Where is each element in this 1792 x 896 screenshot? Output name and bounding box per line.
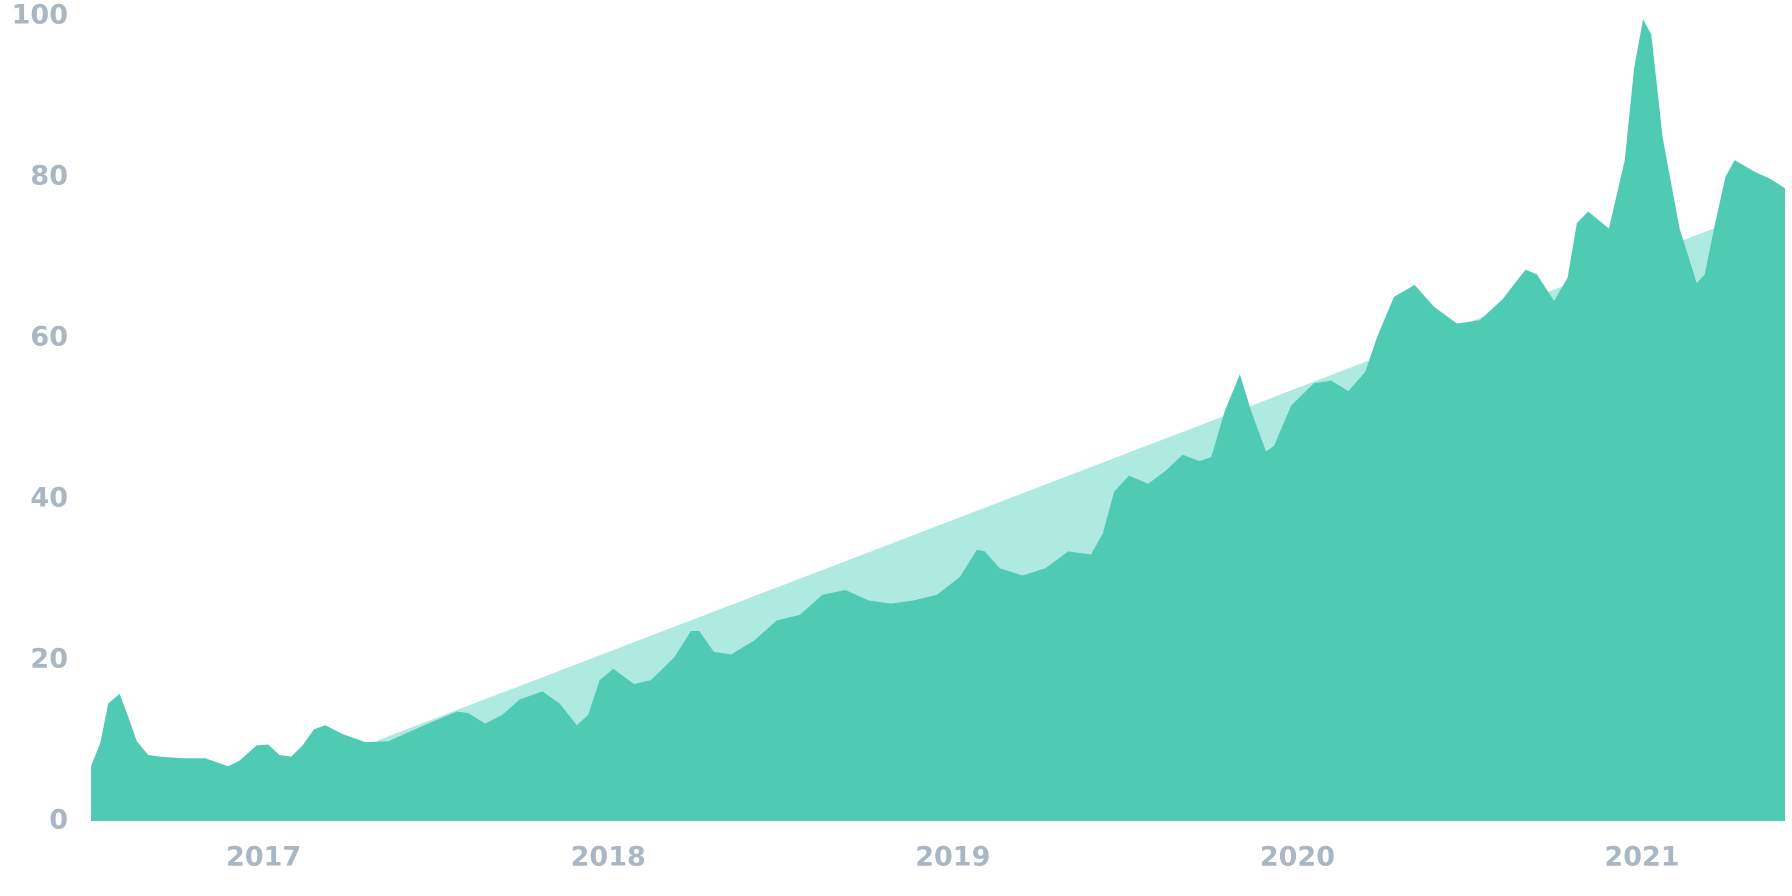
y-tick-label: 80 — [30, 161, 68, 192]
y-tick-label: 60 — [30, 322, 68, 353]
x-tick-label: 2019 — [915, 842, 990, 873]
x-tick-label: 2018 — [571, 842, 646, 873]
y-tick-label: 100 — [12, 0, 68, 31]
y-tick-label: 0 — [49, 805, 68, 836]
x-tick-label: 2021 — [1604, 842, 1679, 873]
x-tick-label: 2017 — [226, 842, 301, 873]
area — [91, 19, 1785, 822]
y-tick-label: 20 — [30, 644, 68, 675]
y-tick-label: 40 — [30, 483, 68, 514]
x-tick-label: 2020 — [1260, 842, 1335, 873]
